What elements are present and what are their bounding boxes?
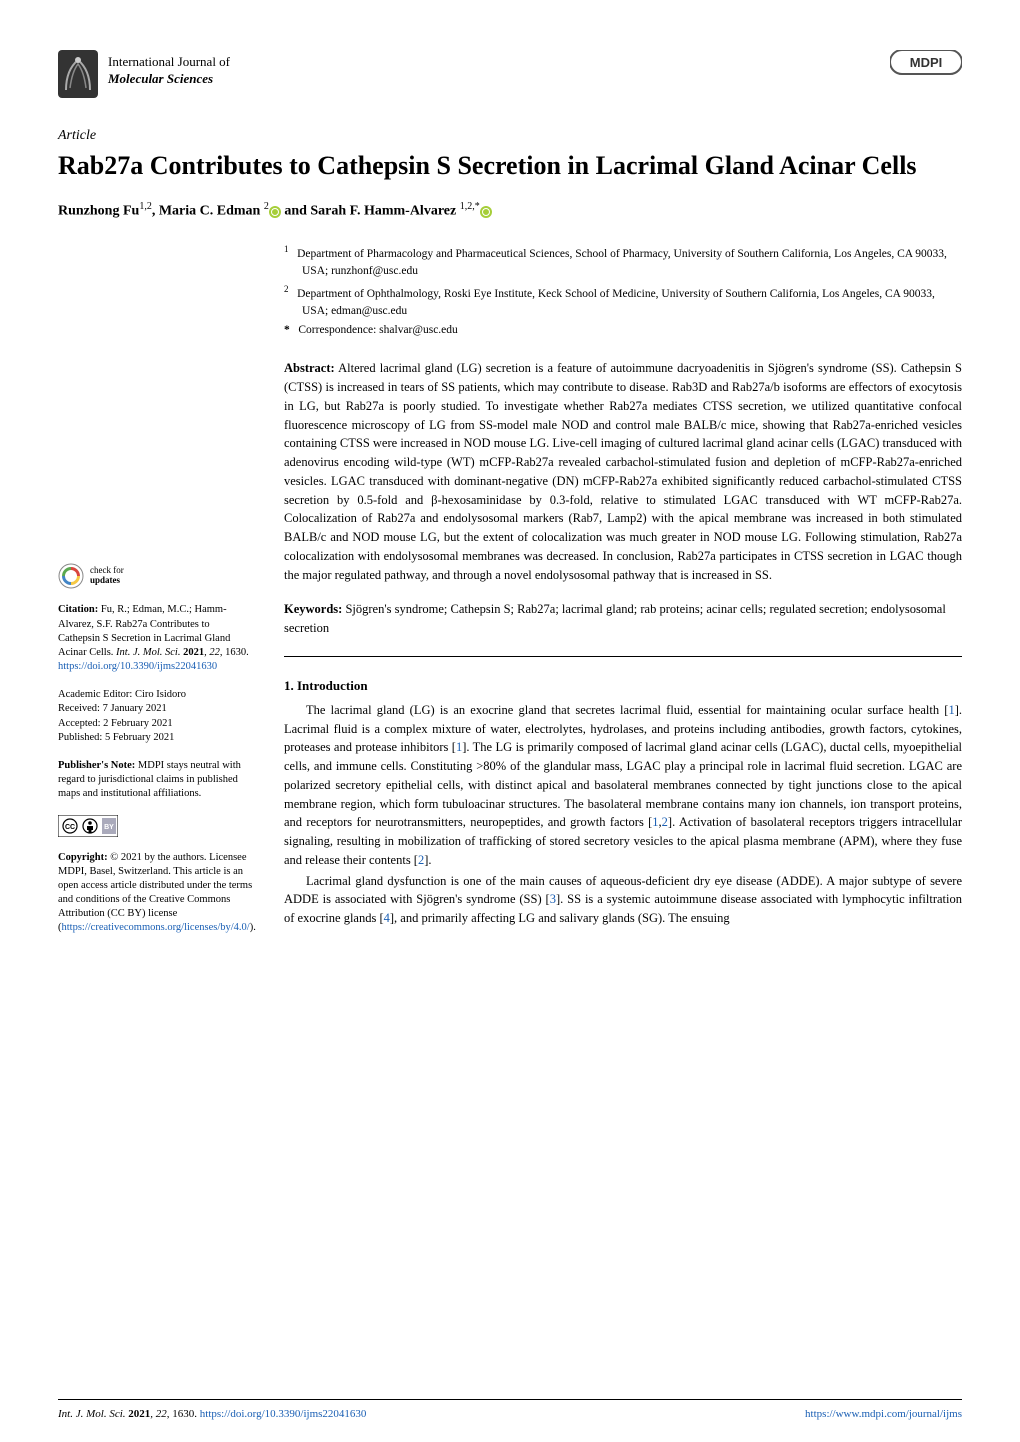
author-1: Runzhong Fu	[58, 204, 139, 219]
author-2: , Maria C. Edman	[152, 204, 261, 219]
main-content-column: 1 Department of Pharmacology and Pharmac…	[284, 243, 962, 949]
keywords-label: Keywords:	[284, 602, 342, 616]
authors-line: Runzhong Fu1,2, Maria C. Edman 2 and Sar…	[58, 200, 962, 221]
cc-by-icon: CC BY	[58, 815, 118, 837]
main-two-column-layout: check for updates Citation: Fu, R.; Edma…	[58, 243, 962, 949]
accepted-date: Accepted: 2 February 2021	[58, 717, 254, 731]
orcid-icon	[269, 206, 281, 218]
article-title: Rab27a Contributes to Cathepsin S Secret…	[58, 150, 962, 183]
svg-text:MDPI: MDPI	[910, 55, 943, 70]
footer-doi-link[interactable]: https://doi.org/10.3390/ijms22041630	[200, 1408, 367, 1420]
affiliations-block: 1 Department of Pharmacology and Pharmac…	[284, 243, 962, 339]
abstract-label: Abstract:	[284, 361, 335, 375]
publisher-logo-icon: MDPI	[890, 50, 962, 90]
cc-license-badge: CC BY	[58, 815, 254, 842]
editorial-dates: Academic Editor: Ciro Isidoro Received: …	[58, 688, 254, 745]
section-1-heading: 1. Introduction	[284, 677, 962, 695]
journal-name-line1: International Journal of	[108, 54, 230, 71]
intro-paragraph-2: Lacrimal gland dysfunction is one of the…	[284, 872, 962, 928]
footer-left: Int. J. Mol. Sci. 2021, 22, 1630. https:…	[58, 1407, 366, 1422]
author-3: and Sarah F. Hamm-Alvarez	[281, 204, 456, 219]
journal-name: International Journal of Molecular Scien…	[108, 50, 230, 88]
article-type: Article	[58, 126, 962, 146]
citation-label: Citation:	[58, 604, 98, 615]
published-date: Published: 5 February 2021	[58, 731, 254, 745]
citation-doi-link[interactable]: https://doi.org/10.3390/ijms22041630	[58, 661, 217, 672]
correspondence: * Correspondence: shalvar@usc.edu	[284, 322, 962, 339]
copyright-block: Copyright: © 2021 by the authors. Licens…	[58, 851, 254, 936]
copyright-label: Copyright:	[58, 852, 108, 863]
intro-paragraph-1: The lacrimal gland (LG) is an exocrine g…	[284, 701, 962, 870]
keywords-block: Keywords: Sjögren's syndrome; Cathepsin …	[284, 600, 962, 638]
check-updates-icon	[58, 563, 84, 589]
page-header: International Journal of Molecular Scien…	[58, 50, 962, 98]
svg-text:CC: CC	[65, 824, 75, 831]
introduction-body: The lacrimal gland (LG) is an exocrine g…	[284, 701, 962, 928]
affiliation-1: 1 Department of Pharmacology and Pharmac…	[284, 243, 962, 280]
check-updates-label: check for updates	[90, 566, 124, 586]
journal-name-line2: Molecular Sciences	[108, 71, 230, 88]
page-footer: Int. J. Mol. Sci. 2021, 22, 1630. https:…	[58, 1407, 962, 1422]
abstract-text: Altered lacrimal gland (LG) secretion is…	[284, 361, 962, 581]
check-updates-badge[interactable]: check for updates	[58, 563, 254, 589]
academic-editor: Academic Editor: Ciro Isidoro	[58, 688, 254, 702]
affiliation-2: 2 Department of Ophthalmology, Roski Eye…	[284, 283, 962, 320]
publishers-note-block: Publisher's Note: MDPI stays neutral wit…	[58, 759, 254, 802]
footer-rule	[58, 1399, 962, 1400]
journal-branding: International Journal of Molecular Scien…	[58, 50, 230, 98]
journal-logo-icon	[58, 50, 98, 98]
orcid-icon	[480, 206, 492, 218]
footer-journal-link[interactable]: https://www.mdpi.com/journal/ijms	[805, 1408, 962, 1420]
abstract-block: Abstract: Altered lacrimal gland (LG) se…	[284, 359, 962, 584]
footer-right: https://www.mdpi.com/journal/ijms	[805, 1407, 962, 1422]
received-date: Received: 7 January 2021	[58, 702, 254, 716]
svg-text:BY: BY	[104, 824, 114, 831]
license-link[interactable]: https://creativecommons.org/licenses/by/…	[62, 922, 250, 933]
publishers-note-label: Publisher's Note:	[58, 760, 135, 771]
sidebar-column: check for updates Citation: Fu, R.; Edma…	[58, 243, 254, 949]
citation-block: Citation: Fu, R.; Edman, M.C.; Hamm-Alva…	[58, 603, 254, 674]
keywords-text: Sjögren's syndrome; Cathepsin S; Rab27a;…	[284, 602, 946, 635]
section-divider	[284, 656, 962, 657]
